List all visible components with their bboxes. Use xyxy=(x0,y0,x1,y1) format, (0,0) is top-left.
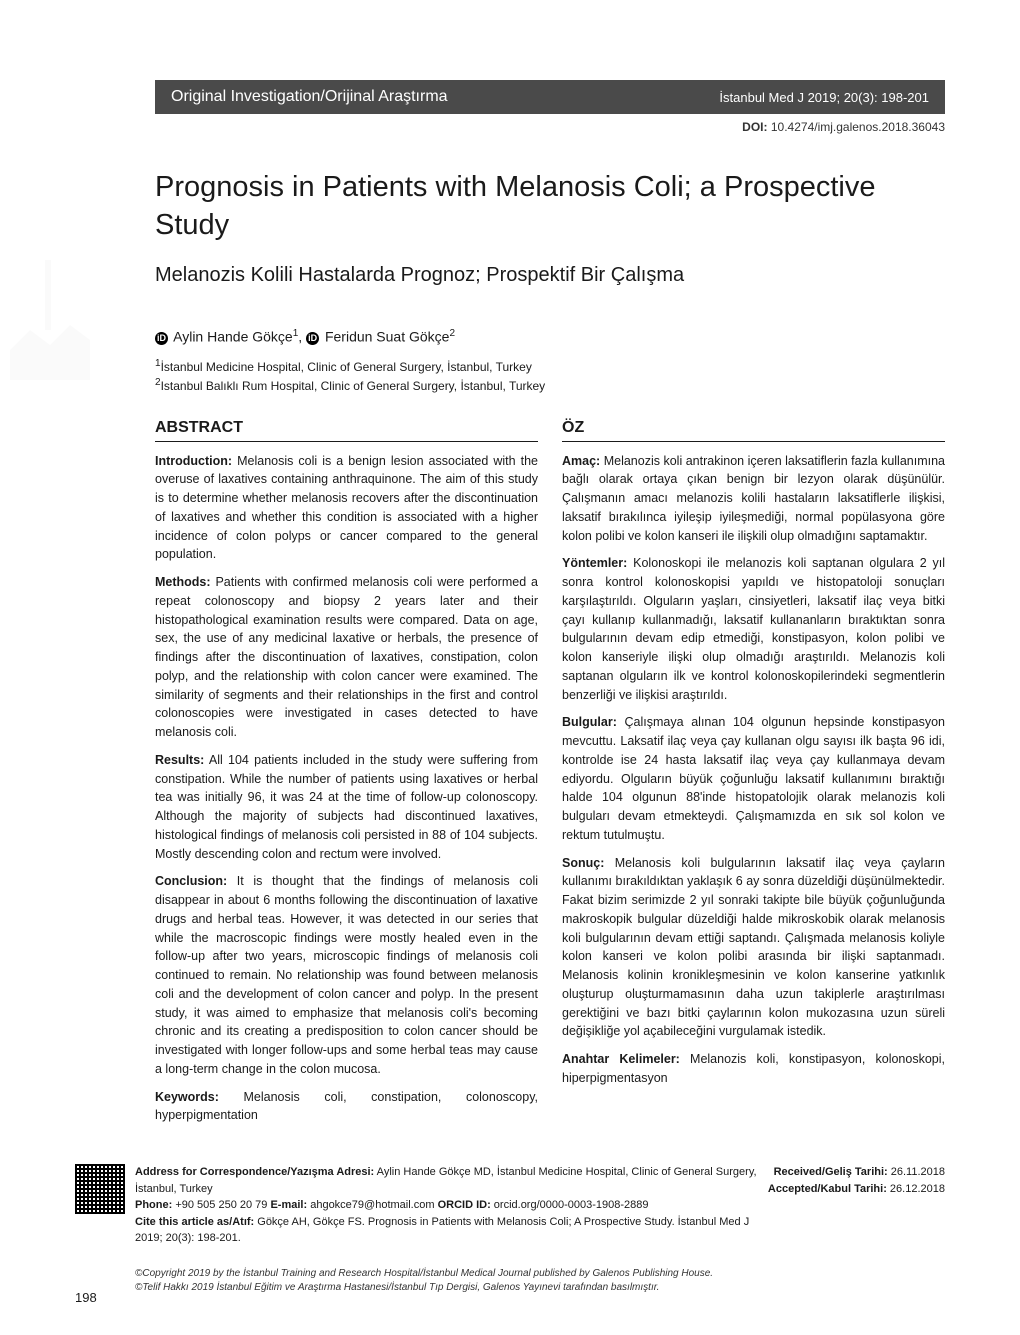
copyright-line-2: ©Telif Hakkı 2019 İstanbul Eğitim ve Ara… xyxy=(135,1281,945,1295)
page-number: 198 xyxy=(75,1290,97,1305)
abstract-en-results: Results: All 104 patients included in th… xyxy=(155,751,538,864)
abstract-en-intro: Introduction: Melanosis coli is a benign… xyxy=(155,452,538,565)
affiliation-1: İstanbul Medicine Hospital, Clinic of Ge… xyxy=(161,360,532,374)
orcid-icon: iD xyxy=(155,332,168,345)
watermark-icon xyxy=(0,200,100,400)
doi-value: 10.4274/imj.galenos.2018.36043 xyxy=(771,120,945,134)
section-label: Original Investigation/Orijinal Araştırm… xyxy=(171,88,448,106)
correspondence-block: Address for Correspondence/Yazışma Adres… xyxy=(75,1164,945,1247)
qr-code-icon xyxy=(75,1164,125,1214)
affiliation-2: Istanbul Balıklı Rum Hospital, Clinic of… xyxy=(161,379,546,393)
correspondence-text: Address for Correspondence/Yazışma Adres… xyxy=(135,1164,758,1247)
article-title-english: Prognosis in Patients with Melanosis Col… xyxy=(155,169,945,244)
abstract-en-methods: Methods: Patients with confirmed melanos… xyxy=(155,573,538,742)
abstract-tr-anahtar: Anahtar Kelimeler: Melanozis koli, konst… xyxy=(562,1050,945,1088)
correspondence-dates: Received/Geliş Tarihi: 26.11.2018 Accept… xyxy=(768,1164,945,1247)
abstract-en-conclusion: Conclusion: It is thought that the findi… xyxy=(155,872,538,1078)
author-2-aff: 2 xyxy=(449,328,455,339)
authors-list: iD Aylin Hande Gökçe1, iD Feridun Suat G… xyxy=(155,328,945,345)
copyright-line-1: ©Copyright 2019 by the İstanbul Training… xyxy=(135,1267,945,1281)
abstract-heading-en: ABSTRACT xyxy=(155,419,538,442)
affiliations-block: 1İstanbul Medicine Hospital, Clinic of G… xyxy=(155,357,945,395)
abstract-turkish: ÖZ Amaç: Melanozis koli antrakinon içere… xyxy=(562,419,945,1135)
abstract-tr-sonuc: Sonuç: Melanosis koli bulgularının laksa… xyxy=(562,854,945,1042)
doi-label: DOI: xyxy=(742,120,767,134)
article-title-turkish: Melanozis Kolili Hastalarda Prognoz; Pro… xyxy=(155,262,945,288)
abstract-tr-amac: Amaç: Melanozis koli antrakinon içeren l… xyxy=(562,452,945,546)
journal-issue: İstanbul Med J 2019; 20(3): 198-201 xyxy=(719,90,929,105)
abstract-en-keywords: Keywords: Melanosis coli, constipation, … xyxy=(155,1088,538,1126)
abstract-heading-tr: ÖZ xyxy=(562,419,945,442)
author-2-name: Feridun Suat Gökçe xyxy=(325,329,450,345)
header-bar: Original Investigation/Orijinal Araştırm… xyxy=(155,80,945,114)
orcid-icon: iD xyxy=(306,332,319,345)
abstract-tr-bulgular: Bulgular: Çalışmaya alınan 104 olgunun h… xyxy=(562,713,945,844)
copyright-block: ©Copyright 2019 by the İstanbul Training… xyxy=(135,1267,945,1295)
abstract-english: ABSTRACT Introduction: Melanosis coli is… xyxy=(155,419,538,1135)
footer-area: Address for Correspondence/Yazışma Adres… xyxy=(75,1164,945,1295)
author-1-name: Aylin Hande Gökçe xyxy=(173,329,293,345)
abstract-tr-yontemler: Yöntemler: Kolonoskopi ile melanozis kol… xyxy=(562,554,945,704)
doi-line: DOI: 10.4274/imj.galenos.2018.36043 xyxy=(155,120,945,134)
author-1-aff: 1 xyxy=(293,328,299,339)
abstracts-container: ABSTRACT Introduction: Melanosis coli is… xyxy=(155,419,945,1135)
